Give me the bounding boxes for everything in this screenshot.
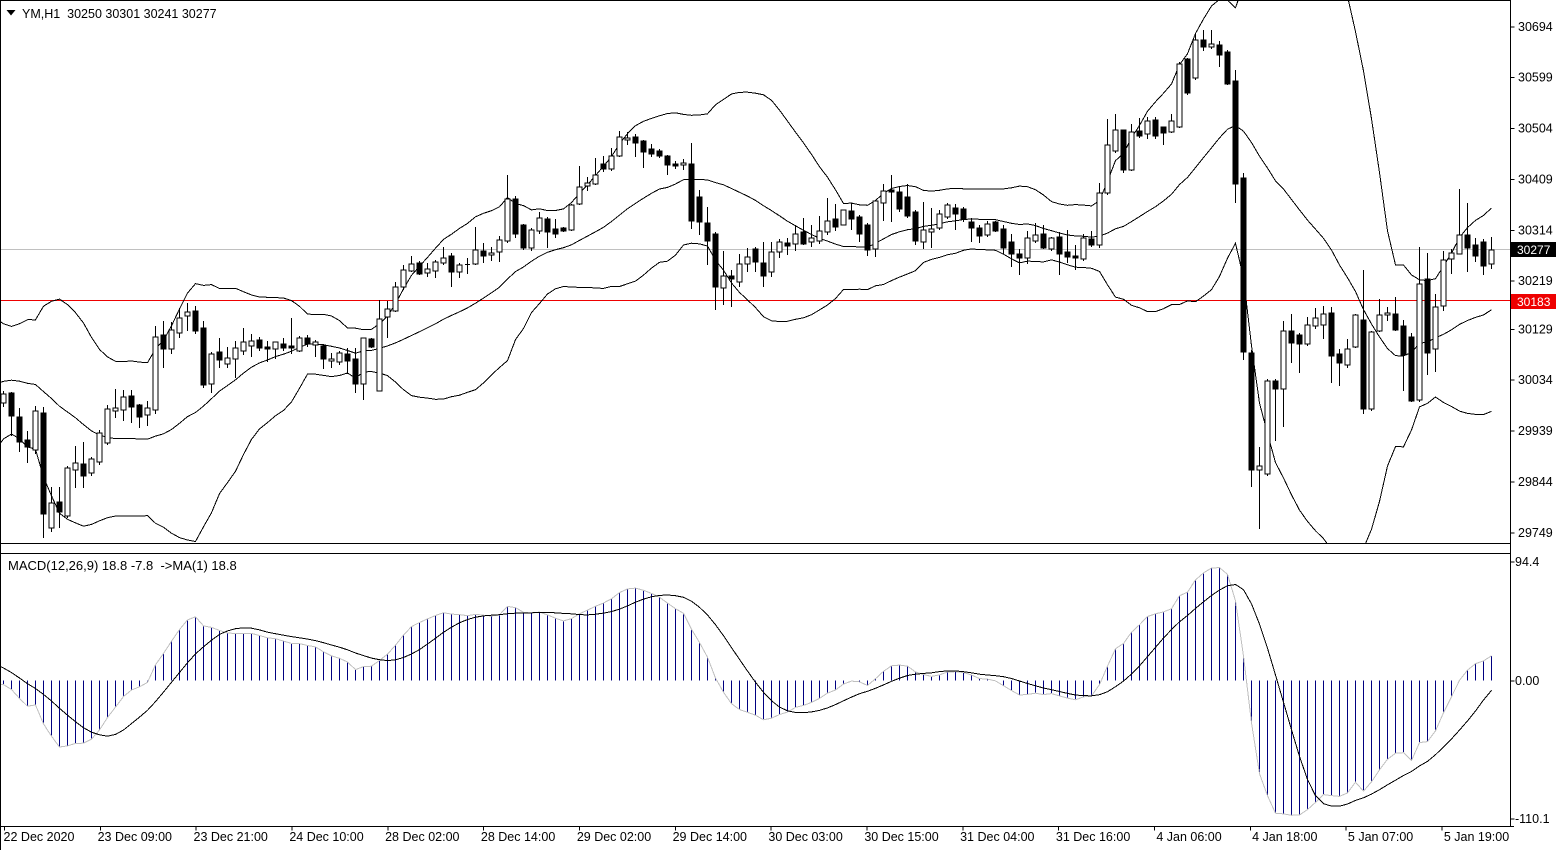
svg-text:0.00: 0.00: [1515, 674, 1539, 688]
svg-text:28 Dec 02:00: 28 Dec 02:00: [385, 830, 459, 844]
svg-text:-110.1: -110.1: [1515, 812, 1550, 826]
svg-text:29 Dec 14:00: 29 Dec 14:00: [673, 830, 747, 844]
svg-text:23 Dec 21:00: 23 Dec 21:00: [194, 830, 268, 844]
svg-text:30314: 30314: [1518, 223, 1553, 237]
svg-text:29 Dec 02:00: 29 Dec 02:00: [577, 830, 651, 844]
svg-text:4 Jan 06:00: 4 Jan 06:00: [1156, 830, 1221, 844]
svg-text:24 Dec 10:00: 24 Dec 10:00: [289, 830, 363, 844]
svg-text:30219: 30219: [1518, 274, 1553, 288]
svg-text:28 Dec 14:00: 28 Dec 14:00: [481, 830, 555, 844]
svg-text:5 Jan 19:00: 5 Jan 19:00: [1444, 830, 1509, 844]
svg-text:30129: 30129: [1518, 322, 1553, 336]
svg-text:31 Dec 04:00: 31 Dec 04:00: [960, 830, 1034, 844]
svg-text:30034: 30034: [1518, 373, 1553, 387]
svg-text:29749: 29749: [1518, 526, 1553, 540]
svg-text:30504: 30504: [1518, 122, 1553, 136]
svg-text:YM,H1 30250 30301 30241 30277: YM,H1 30250 30301 30241 30277: [22, 7, 217, 21]
svg-text:22 Dec 2020: 22 Dec 2020: [4, 830, 75, 844]
svg-text:MACD(12,26,9) 18.8 -7.8 ->MA(: MACD(12,26,9) 18.8 -7.8 ->MA(1) 18.8: [8, 558, 237, 573]
svg-text:29844: 29844: [1518, 475, 1553, 489]
svg-text:30409: 30409: [1518, 173, 1553, 187]
svg-text:5 Jan 07:00: 5 Jan 07:00: [1348, 830, 1413, 844]
svg-text:30183: 30183: [1517, 295, 1551, 309]
svg-text:30277: 30277: [1517, 243, 1551, 257]
svg-text:30694: 30694: [1518, 20, 1553, 34]
svg-text:29939: 29939: [1518, 424, 1553, 438]
svg-text:30 Dec 15:00: 30 Dec 15:00: [864, 830, 938, 844]
svg-text:30599: 30599: [1518, 71, 1553, 85]
svg-text:4 Jan 18:00: 4 Jan 18:00: [1252, 830, 1317, 844]
svg-text:31 Dec 16:00: 31 Dec 16:00: [1056, 830, 1130, 844]
svg-text:94.4: 94.4: [1515, 555, 1539, 569]
svg-text:23 Dec 09:00: 23 Dec 09:00: [98, 830, 172, 844]
svg-text:30 Dec 03:00: 30 Dec 03:00: [768, 830, 842, 844]
